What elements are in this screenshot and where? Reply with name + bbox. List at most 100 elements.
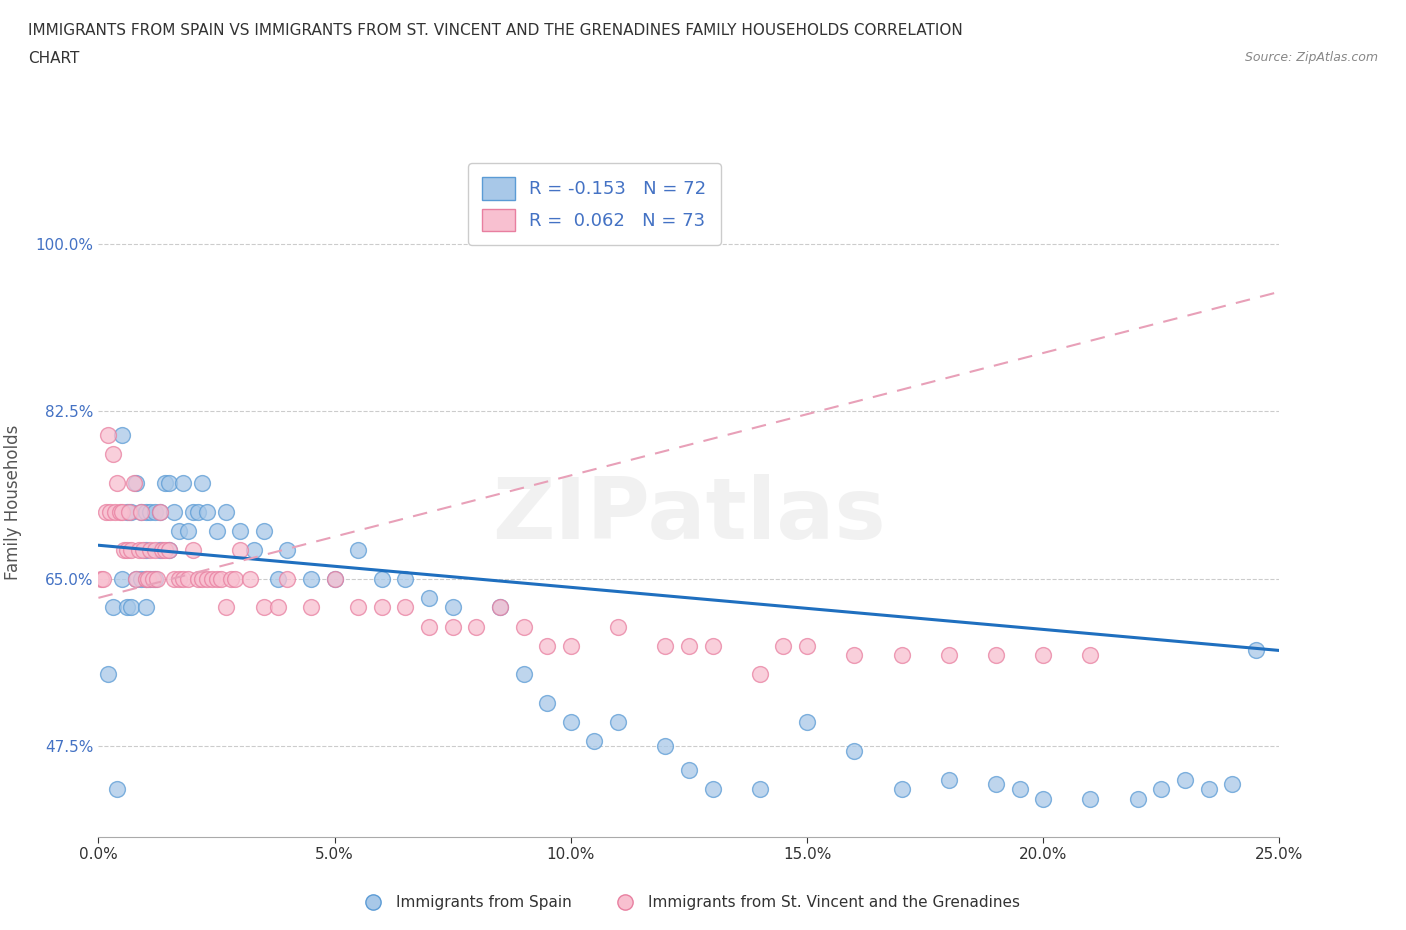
Y-axis label: Family Households: Family Households	[4, 424, 21, 580]
Point	[938, 772, 960, 787]
Text: Source: ZipAtlas.com: Source: ZipAtlas.com	[1244, 51, 1378, 64]
Point	[1126, 791, 1149, 806]
Point	[1244, 643, 1267, 658]
Point	[347, 542, 370, 557]
Point	[796, 715, 818, 730]
Point	[111, 428, 134, 443]
Point	[394, 571, 416, 586]
Point	[219, 571, 242, 586]
Point	[157, 542, 180, 557]
Point	[121, 542, 143, 557]
Point	[215, 600, 238, 615]
Point	[187, 504, 209, 519]
Point	[142, 571, 165, 586]
Point	[229, 524, 252, 538]
Point	[157, 542, 180, 557]
Point	[678, 763, 700, 777]
Point	[163, 504, 186, 519]
Point	[135, 542, 157, 557]
Point	[143, 504, 166, 519]
Point	[796, 638, 818, 653]
Point	[121, 504, 143, 519]
Point	[1080, 648, 1102, 663]
Point	[205, 571, 228, 586]
Point	[125, 571, 148, 586]
Point	[195, 571, 218, 586]
Point	[163, 571, 186, 586]
Point	[489, 600, 512, 615]
Point	[97, 428, 120, 443]
Point	[135, 504, 157, 519]
Point	[139, 571, 162, 586]
Point	[149, 504, 172, 519]
Point	[299, 571, 322, 586]
Point	[243, 542, 266, 557]
Point	[143, 542, 166, 557]
Point	[122, 475, 145, 490]
Point	[890, 648, 912, 663]
Point	[276, 542, 298, 557]
Point	[347, 600, 370, 615]
Point	[177, 524, 200, 538]
Point	[150, 542, 173, 557]
Point	[149, 504, 172, 519]
Point	[536, 696, 558, 711]
Point	[181, 504, 204, 519]
Point	[146, 571, 169, 586]
Point	[209, 571, 232, 586]
Point	[215, 504, 238, 519]
Point	[195, 504, 218, 519]
Point	[253, 524, 276, 538]
Point	[890, 782, 912, 797]
Point	[607, 715, 630, 730]
Point	[129, 504, 152, 519]
Point	[984, 777, 1007, 791]
Point	[394, 600, 416, 615]
Point	[125, 571, 148, 586]
Point	[1032, 648, 1054, 663]
Point	[172, 475, 194, 490]
Point	[267, 571, 290, 586]
Point	[121, 600, 143, 615]
Point	[167, 571, 190, 586]
Point	[128, 542, 150, 557]
Point	[938, 648, 960, 663]
Point	[844, 743, 866, 758]
Point	[371, 600, 394, 615]
Point	[139, 542, 162, 557]
Point	[678, 638, 700, 653]
Point	[153, 542, 176, 557]
Point	[323, 571, 346, 586]
Point	[97, 667, 120, 682]
Point	[177, 571, 200, 586]
Point	[1198, 782, 1220, 797]
Point	[299, 600, 322, 615]
Text: IMMIGRANTS FROM SPAIN VS IMMIGRANTS FROM ST. VINCENT AND THE GRENADINES FAMILY H: IMMIGRANTS FROM SPAIN VS IMMIGRANTS FROM…	[28, 23, 963, 38]
Point	[108, 504, 131, 519]
Point	[1008, 782, 1031, 797]
Point	[91, 571, 114, 586]
Point	[157, 475, 180, 490]
Point	[1220, 777, 1243, 791]
Point	[201, 571, 224, 586]
Point	[98, 504, 121, 519]
Point	[418, 619, 440, 634]
Point	[153, 475, 176, 490]
Point	[143, 571, 166, 586]
Point	[536, 638, 558, 653]
Point	[125, 475, 148, 490]
Point	[748, 782, 770, 797]
Point	[654, 738, 676, 753]
Point	[583, 734, 606, 749]
Point	[135, 571, 157, 586]
Point	[139, 504, 162, 519]
Point	[253, 600, 276, 615]
Point	[276, 571, 298, 586]
Point	[465, 619, 488, 634]
Point	[748, 667, 770, 682]
Point	[136, 571, 159, 586]
Point	[224, 571, 246, 586]
Point	[181, 542, 204, 557]
Text: ZIPatlas: ZIPatlas	[492, 474, 886, 557]
Point	[115, 542, 138, 557]
